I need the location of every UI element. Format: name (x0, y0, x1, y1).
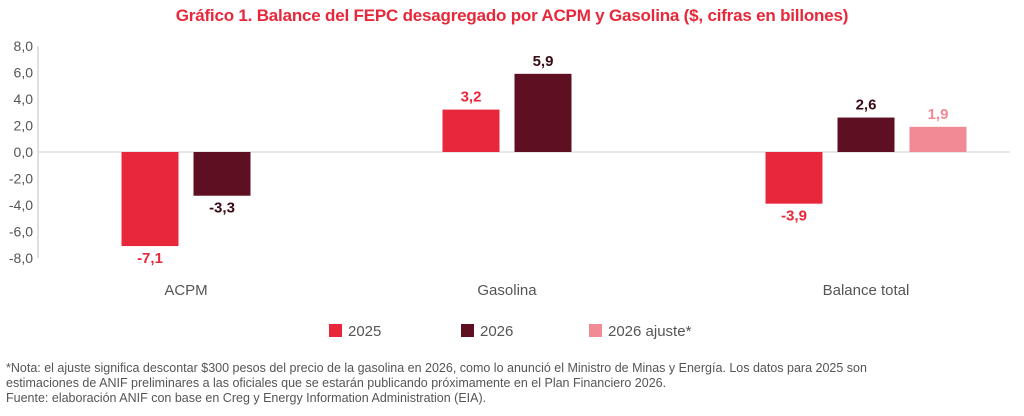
category-label: Balance total (823, 282, 910, 299)
legend-swatch (329, 324, 342, 337)
bar-chart: 8,0 6,0 4,0 2,0 0,0 -2,0 -4,0 -6,0 -8,0 -7,1 -3,3… (9, 38, 1010, 340)
bar-balance-total-2026-ajuste (909, 126, 967, 152)
category-label: ACPM (164, 282, 207, 299)
legend-swatch (461, 324, 474, 337)
legend-label: 2026 (480, 323, 513, 340)
bar-acpm-2025 (121, 152, 179, 247)
data-label: 3,2 (461, 89, 482, 106)
data-label: -7,1 (137, 250, 163, 267)
data-label: -3,3 (209, 200, 235, 217)
data-label: 5,9 (533, 53, 554, 70)
data-labels: -7,1 -3,3 3,2 5,9 -3,9 2,6 1,9 (137, 53, 948, 267)
chart-notes: *Nota: el ajuste significa descontar $30… (6, 361, 1016, 406)
y-tick-label: -8,0 (9, 250, 33, 266)
category-label: Gasolina (477, 282, 537, 299)
y-tick-label: 0,0 (14, 144, 34, 160)
bar-acpm-2026 (193, 152, 251, 196)
bars (121, 73, 967, 247)
y-tick-label: -2,0 (9, 171, 33, 187)
bar-gasolina-2025 (442, 109, 500, 152)
bar-gasolina-2026 (514, 73, 572, 152)
y-tick-label: -4,0 (9, 197, 33, 213)
bar-balance-total-2025 (765, 152, 823, 204)
bar-balance-total-2026 (837, 117, 895, 152)
data-label: -3,9 (781, 208, 807, 225)
note-line-1: *Nota: el ajuste significa descontar $30… (6, 361, 867, 375)
y-tick-label: 4,0 (14, 91, 34, 107)
legend-swatch (589, 324, 602, 337)
y-tick-label: 8,0 (14, 38, 34, 54)
y-tick-label: 6,0 (14, 65, 34, 81)
y-tick-label: -6,0 (9, 224, 33, 240)
legend-label: 2026 ajuste* (608, 323, 692, 340)
source-line: Fuente: elaboración ANIF con base en Cre… (6, 391, 487, 405)
y-tick-label: 2,0 (14, 118, 34, 134)
note-line-2: estimaciones de ANIF preliminares a las … (6, 376, 667, 390)
data-label: 1,9 (928, 106, 949, 123)
legend-label: 2025 (348, 323, 381, 340)
legend: 2025 2026 2026 ajuste* (329, 323, 692, 340)
chart-title: Gráfico 1. Balance del FEPC desagregado … (175, 6, 849, 25)
data-label: 2,6 (856, 97, 877, 114)
category-labels: ACPM Gasolina Balance total (164, 282, 909, 299)
